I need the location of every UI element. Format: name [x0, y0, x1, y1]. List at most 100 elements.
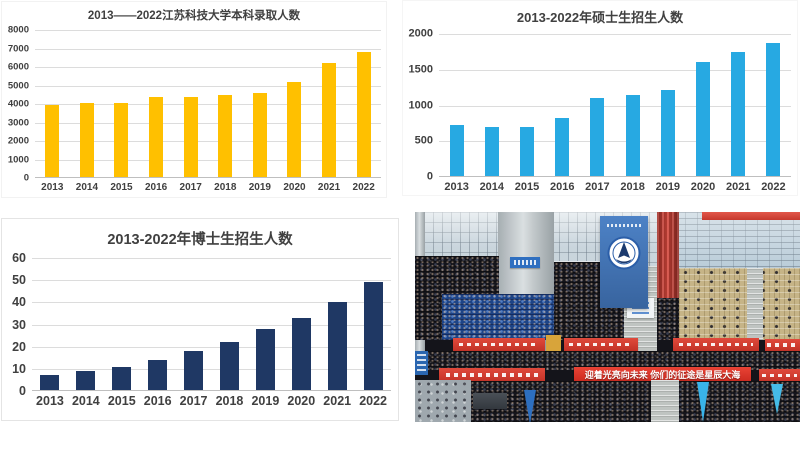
bar-slot	[721, 34, 756, 177]
y-axis-tick-label: 4000	[7, 98, 29, 110]
bar-slot	[208, 30, 243, 178]
bar-2013	[45, 104, 60, 178]
bar-slot	[212, 258, 248, 391]
bar-slot	[312, 30, 347, 178]
x-axis-line	[32, 390, 391, 391]
bar-2017	[183, 96, 198, 178]
level-sign	[510, 257, 540, 268]
bar-2013	[449, 124, 464, 177]
x-axis-tick-label: 2015	[110, 182, 133, 193]
x-axis-tick-label: 2016	[549, 181, 575, 193]
pennant-flag-cyan	[697, 382, 709, 422]
bar-series	[35, 30, 381, 178]
y-axis-tick-label: 0	[23, 172, 29, 184]
bar-2014	[79, 103, 94, 178]
gridline	[35, 122, 381, 124]
x-axis-tick-label: 2015	[514, 181, 540, 193]
plot	[32, 258, 391, 391]
bar-2019	[255, 328, 275, 391]
bar-2021	[322, 63, 337, 178]
bar-2018	[625, 94, 640, 177]
x-axis-tick-label: 2021	[317, 182, 341, 193]
y-axis-tick-label: 30	[12, 317, 26, 332]
college-banner-5	[759, 369, 800, 382]
chart-title: 2013-2022年博士生招生人数	[107, 232, 293, 248]
gridline	[32, 368, 391, 370]
x-axis-tick-label: 2022	[352, 182, 375, 193]
bar-slot	[277, 30, 312, 178]
x-axis-tick-label: 2014	[75, 182, 99, 193]
bar-slot	[35, 30, 70, 178]
bar-slot	[319, 258, 355, 391]
gridline	[439, 69, 791, 71]
bar-slot	[247, 258, 283, 391]
y-axis-tick-label: 2000	[408, 27, 433, 40]
y-axis: 0 500 1000 1500 2000	[403, 28, 433, 182]
x-axis-tick-label: 2014	[71, 394, 100, 408]
x-axis-tick-label: 2015	[107, 394, 136, 408]
crowd-middle	[415, 351, 800, 370]
y-axis: 0 10 20 30 40 50 60	[2, 252, 26, 397]
bar-slot	[474, 34, 509, 177]
farewell-banner	[439, 368, 545, 382]
bar-slot	[509, 34, 544, 177]
gridline	[35, 67, 381, 68]
bar-2021	[731, 51, 746, 177]
bar-2021	[327, 302, 347, 391]
bar-2014	[484, 126, 499, 177]
x-axis-tick-label: 2017	[179, 394, 208, 408]
x-axis-tick-label: 2020	[287, 394, 316, 408]
chart-plot-area: 0 10 20 30 40 50 60	[2, 252, 398, 397]
university-emblem	[607, 236, 641, 270]
bar-slot	[104, 258, 140, 391]
gridline	[35, 159, 381, 161]
x-axis-tick-label: 2016	[143, 394, 172, 408]
gridline	[35, 30, 381, 31]
gridline	[439, 34, 791, 35]
x-axis-tick-label: 2022	[761, 181, 786, 193]
x-axis-tick-label: 2018	[214, 182, 237, 193]
gold-pennant	[546, 335, 561, 352]
x-axis-line	[35, 177, 381, 178]
bar-2016	[149, 96, 164, 178]
bar-2018	[219, 342, 239, 391]
y-axis-tick-label: 60	[12, 250, 26, 265]
x-axis-tick-label: 2018	[620, 181, 645, 193]
x-axis: 2013 2014 2015 2016 2017 2018 2019 2020 2021 2022	[439, 177, 791, 196]
college-banner-4	[765, 339, 800, 351]
x-axis-tick-label: 2019	[655, 181, 681, 193]
y-axis-tick-label: 10	[12, 361, 26, 376]
bar-2016	[555, 118, 570, 177]
y-axis-tick-label: 1000	[7, 153, 29, 165]
bar-slot	[346, 30, 381, 178]
bar-slot	[545, 34, 580, 177]
y-axis-tick-label: 7000	[7, 42, 29, 54]
x-axis-tick-label: 2013	[36, 394, 64, 408]
x-axis-tick-label: 2017	[585, 181, 610, 193]
gridline	[32, 346, 391, 348]
chart-plot-area: 0 500 1000 1500 2000	[403, 28, 797, 182]
bar-2013	[40, 375, 60, 391]
aisle-stairs-right	[747, 268, 763, 340]
main-slogan-banner: 迎着光亮向未来 你们的征途是星辰大海	[574, 367, 751, 383]
x-axis-tick-label: 2013	[41, 182, 64, 193]
college-banner-3	[673, 338, 759, 351]
chart-title: 2013——2022江苏科技大学本科录取人数	[87, 10, 301, 22]
bar-slot	[650, 34, 685, 177]
chart-plot-area: 0 1000 2000 3000 4000 5000 6000 7000 8000	[2, 25, 386, 182]
x-axis-tick-label: 2020	[283, 182, 306, 193]
y-axis-tick-label: 0	[426, 170, 433, 183]
x-axis: 2013 2014 2015 2016 2017 2018 2019 2020 2021 2022	[32, 391, 391, 416]
bar-2017	[590, 98, 605, 177]
gridline	[439, 105, 791, 107]
x-axis-tick-label: 2019	[251, 394, 280, 408]
y-axis-tick-label: 500	[414, 134, 433, 147]
bar-2015	[520, 126, 534, 177]
bar-slot	[756, 34, 791, 177]
bar-2022	[363, 282, 383, 391]
college-banner-2	[564, 338, 638, 351]
glass-truss-wall	[673, 212, 800, 270]
gridline	[35, 85, 381, 87]
plot	[35, 30, 381, 178]
bar-slot	[173, 30, 208, 178]
